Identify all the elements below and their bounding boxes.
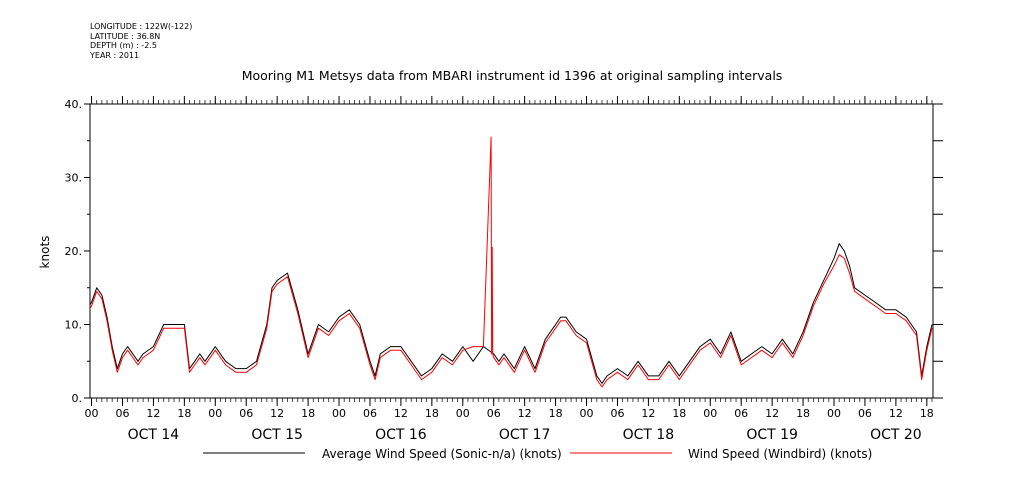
x-tick-label: 06 xyxy=(239,407,253,420)
date-label: OCT 19 xyxy=(746,427,798,443)
x-tick-label: 00 xyxy=(827,407,841,420)
x-tick-label: 18 xyxy=(301,407,315,420)
axes: 0. 10. 20. 30. 40. 00 06 12 18 00 06 12 18 00 06 12 18 00… xyxy=(65,96,943,443)
x-tick-label: 06 xyxy=(858,407,872,420)
date-label: OCT 14 xyxy=(128,427,180,443)
x-tick-label: 12 xyxy=(146,407,160,420)
x-tick-label: 06 xyxy=(734,407,748,420)
x-tick-label: 12 xyxy=(270,407,284,420)
x-tick-label: 06 xyxy=(610,407,624,420)
series-line-2 xyxy=(90,136,933,388)
x-tick-label: 06 xyxy=(487,407,501,420)
x-tick-label: 00 xyxy=(703,407,717,420)
plot-frame xyxy=(89,103,934,399)
date-label: OCT 16 xyxy=(375,427,427,443)
x-tick-label: 18 xyxy=(672,407,686,420)
latitude-text: LATITUDE : 36.8N xyxy=(90,31,161,41)
y-tick-label: 30. xyxy=(65,172,83,185)
x-tick-label: 00 xyxy=(332,407,346,420)
x-tick-label: 00 xyxy=(85,407,99,420)
series-layer xyxy=(90,136,933,388)
x-tick-label: 18 xyxy=(920,407,934,420)
y-axis-label: knots xyxy=(38,236,52,269)
legend-label-1: Average Wind Speed (Sonic-n/a) (knots) xyxy=(322,447,562,461)
chart-title: Mooring M1 Metsys data from MBARI instru… xyxy=(242,68,783,83)
y-tick-label: 10. xyxy=(65,319,83,332)
x-tick-label: 18 xyxy=(425,407,439,420)
year-text: YEAR : 2011 xyxy=(90,50,140,60)
y-tick-label: 20. xyxy=(65,245,83,258)
date-label: OCT 17 xyxy=(499,427,551,443)
date-label: OCT 15 xyxy=(251,427,303,443)
legend: Average Wind Speed (Sonic-n/a) (knots) Wi… xyxy=(203,447,872,461)
y-tick-label: 40. xyxy=(65,98,83,111)
legend-label-2: Wind Speed (Windbird) (knots) xyxy=(688,447,872,461)
x-tick-label: 00 xyxy=(456,407,470,420)
x-tick-label: 12 xyxy=(394,407,408,420)
date-label: OCT 18 xyxy=(623,427,675,443)
x-tick-label: 12 xyxy=(889,407,903,420)
x-tick-label: 18 xyxy=(796,407,810,420)
series-line-1 xyxy=(90,243,933,384)
depth-text: DEPTH (m) : -2.5 xyxy=(90,41,157,50)
x-tick-label: 18 xyxy=(549,407,563,420)
x-tick-label: 06 xyxy=(363,407,377,420)
x-tick-label: 00 xyxy=(580,407,594,420)
x-tick-label: 12 xyxy=(518,407,532,420)
x-tick-label: 12 xyxy=(765,407,779,420)
longitude-text: LONGITUDE : 122W(-122) xyxy=(90,22,193,31)
x-tick-label: 12 xyxy=(641,407,655,420)
date-label: OCT 20 xyxy=(870,427,922,443)
x-tick-label: 18 xyxy=(177,407,191,420)
x-tick-label: 06 xyxy=(115,407,129,420)
metadata-block: LONGITUDE : 122W(-122) LATITUDE : 36.8N … xyxy=(90,22,192,60)
y-tick-label: 0. xyxy=(72,392,83,405)
x-tick-label: 00 xyxy=(208,407,222,420)
